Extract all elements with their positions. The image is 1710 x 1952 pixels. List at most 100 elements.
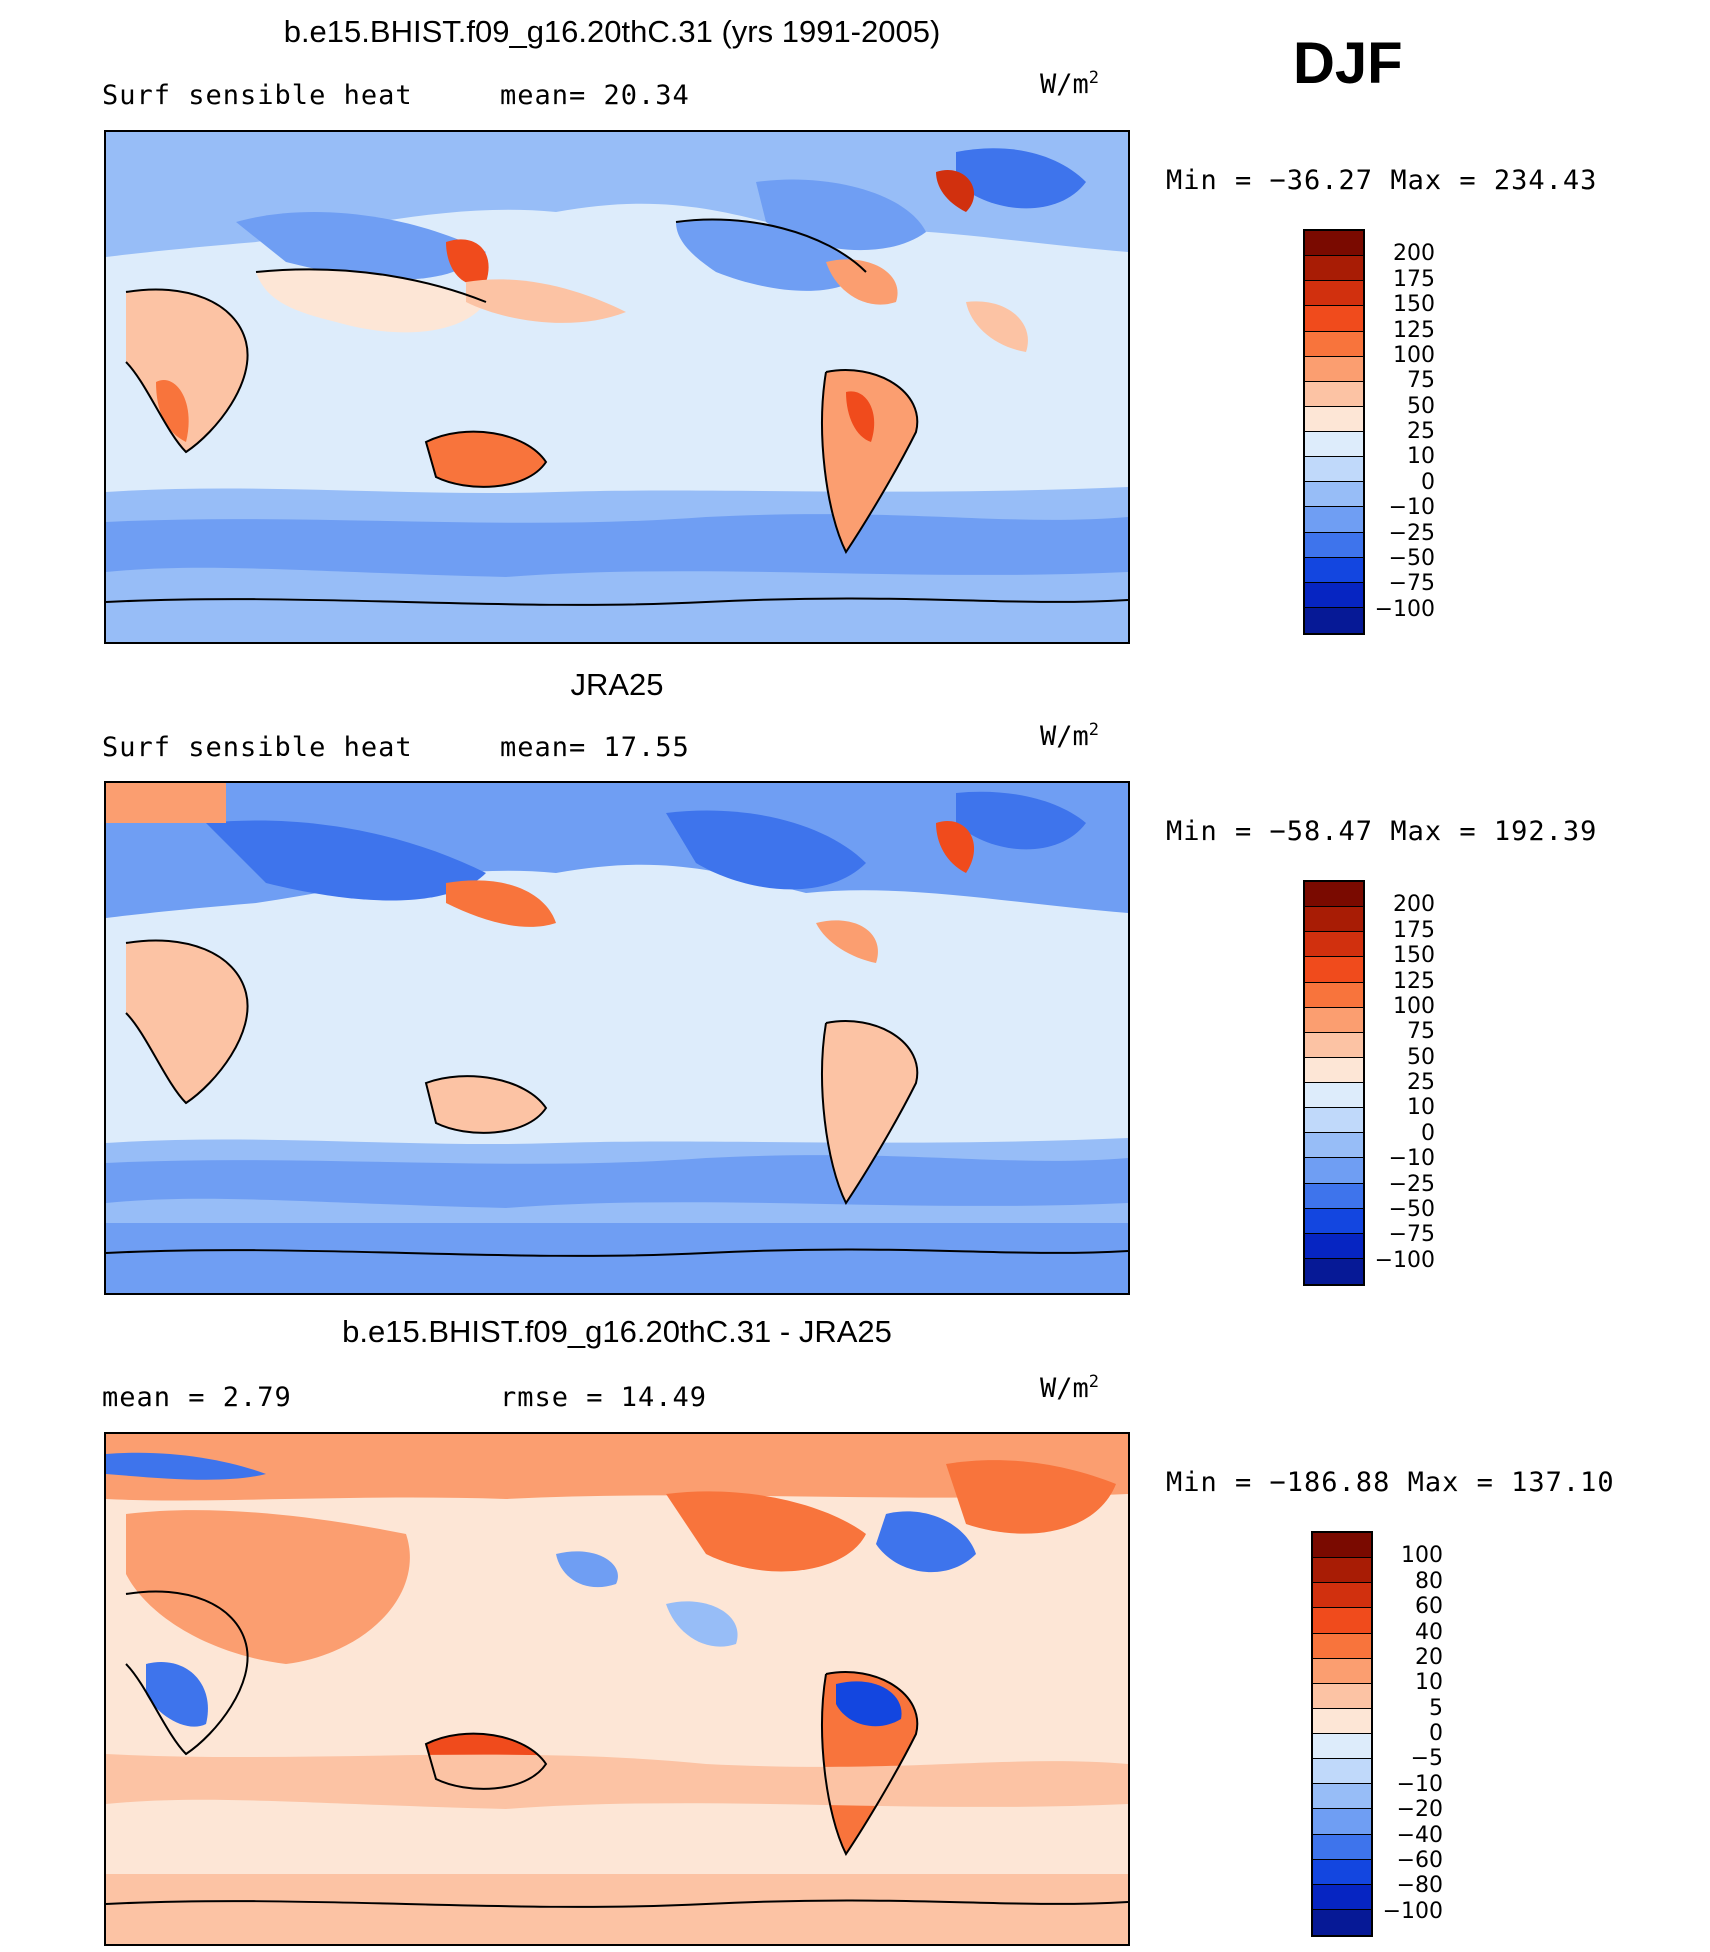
colorbar-tick-label: −100 xyxy=(1374,596,1435,622)
colorbar-tick-label: 40 xyxy=(1415,1619,1443,1645)
colorbar-swatch xyxy=(1313,1909,1371,1935)
colorbar-tick-label: 0 xyxy=(1421,1120,1435,1146)
panel-title: JRA25 xyxy=(570,667,664,702)
colorbar-swatch xyxy=(1305,331,1363,357)
map-difference xyxy=(104,1432,1130,1946)
colorbar-swatch xyxy=(1305,1233,1363,1259)
colorbar-swatch xyxy=(1305,1083,1363,1109)
colorbar-tick-label: 100 xyxy=(1393,342,1435,368)
units-label: W/m2 xyxy=(1040,720,1100,752)
colorbar-swatch xyxy=(1305,607,1363,633)
colorbar-swatch xyxy=(1305,306,1363,332)
colorbar-swatch xyxy=(1305,1208,1363,1234)
colorbar-tick-label: 100 xyxy=(1393,993,1435,1019)
colorbar-swatch xyxy=(1313,1834,1371,1860)
variable-label: Surf sensible heat xyxy=(102,732,413,763)
colorbar-tick-label: 75 xyxy=(1407,1019,1435,1045)
colorbar-tick-label: −25 xyxy=(1388,1171,1435,1197)
colorbar-swatch xyxy=(1305,432,1363,458)
colorbar-swatch xyxy=(1305,532,1363,558)
colorbar-model xyxy=(1303,229,1365,635)
colorbar-tick-label: 10 xyxy=(1415,1670,1443,1696)
season-label: DJF xyxy=(1293,31,1403,96)
colorbar-swatch xyxy=(1305,231,1363,257)
mean-label: mean= 17.55 xyxy=(500,732,690,763)
colorbar-swatch xyxy=(1305,356,1363,382)
variable-label: Surf sensible heat xyxy=(102,80,413,111)
colorbar-swatch xyxy=(1305,1108,1363,1134)
colorbar-swatch xyxy=(1305,1007,1363,1033)
colorbar-tick-label: 175 xyxy=(1393,266,1435,292)
colorbar-swatch xyxy=(1305,907,1363,933)
colorbar-tick-label: 50 xyxy=(1407,1044,1435,1070)
colorbar-swatch xyxy=(1313,1558,1371,1584)
colorbar-tick-label: −25 xyxy=(1388,520,1435,546)
colorbar-swatch xyxy=(1305,507,1363,533)
colorbar-tick-label: 200 xyxy=(1393,241,1435,267)
colorbar-swatch xyxy=(1305,482,1363,508)
colorbar-swatch xyxy=(1305,582,1363,608)
mean-label: mean = 2.79 xyxy=(102,1382,292,1413)
colorbar-tick-label: 50 xyxy=(1407,393,1435,419)
colorbar-swatch xyxy=(1305,281,1363,307)
colorbar-difference xyxy=(1311,1531,1373,1937)
colorbar-tick-label: 75 xyxy=(1407,368,1435,394)
colorbar-tick-label: −60 xyxy=(1396,1847,1443,1873)
colorbar-swatch xyxy=(1313,1784,1371,1810)
colorbar-swatch xyxy=(1313,1533,1371,1559)
colorbar-tick-label: 5 xyxy=(1429,1695,1443,1721)
units-label: W/m2 xyxy=(1040,1372,1100,1404)
panel-title: b.e15.BHIST.f09_g16.20thC.31 (yrs 1991-2… xyxy=(283,14,941,49)
colorbar-swatch xyxy=(1313,1683,1371,1709)
min-max-label: Min = −186.88 Max = 137.10 xyxy=(1166,1467,1615,1498)
colorbar-tick-label: −80 xyxy=(1396,1873,1443,1899)
colorbar-tick-label: 125 xyxy=(1393,968,1435,994)
colorbar-swatch xyxy=(1305,1158,1363,1184)
colorbar-swatch xyxy=(1305,932,1363,958)
colorbar-tick-label: −10 xyxy=(1388,1146,1435,1172)
colorbar-swatch xyxy=(1305,1133,1363,1159)
colorbar-swatch xyxy=(1313,1633,1371,1659)
colorbar-tick-label: 60 xyxy=(1415,1594,1443,1620)
panel-title: b.e15.BHIST.f09_g16.20thC.31 - JRA25 xyxy=(342,1314,892,1349)
colorbar-tick-label: 25 xyxy=(1407,1070,1435,1095)
colorbar-swatch xyxy=(1313,1859,1371,1885)
min-max-label: Min = −58.47 Max = 192.39 xyxy=(1166,816,1598,847)
colorbar-tick-label: 10 xyxy=(1407,444,1435,470)
colorbar-tick-label: −20 xyxy=(1396,1797,1443,1823)
colorbar-tick-label: 80 xyxy=(1415,1568,1443,1594)
colorbar-swatch xyxy=(1305,457,1363,483)
colorbar-tick-label: 150 xyxy=(1393,292,1435,318)
colorbar-tick-label: −10 xyxy=(1396,1771,1443,1797)
map-model xyxy=(104,130,1130,644)
rmse-label: rmse = 14.49 xyxy=(500,1382,708,1413)
colorbar-tick-label: 150 xyxy=(1393,943,1435,969)
mean-label: mean= 20.34 xyxy=(500,80,690,111)
colorbar-swatch xyxy=(1313,1759,1371,1785)
colorbar-swatch xyxy=(1313,1809,1371,1835)
colorbar-swatch xyxy=(1305,381,1363,407)
colorbar-tick-label: 0 xyxy=(1421,469,1435,495)
colorbar-swatch xyxy=(1305,957,1363,983)
map-jra25 xyxy=(104,781,1130,1295)
colorbar-swatch xyxy=(1313,1708,1371,1734)
colorbar-swatch xyxy=(1305,406,1363,432)
colorbar-tick-label: −50 xyxy=(1388,545,1435,571)
colorbar-swatch xyxy=(1305,557,1363,583)
colorbar-tick-label: 10 xyxy=(1407,1095,1435,1121)
colorbar-tick-label: 100 xyxy=(1401,1543,1443,1569)
colorbar-swatch xyxy=(1305,882,1363,908)
units-label: W/m2 xyxy=(1040,68,1100,100)
colorbar-tick-label: −10 xyxy=(1388,495,1435,521)
colorbar-swatch xyxy=(1313,1734,1371,1760)
colorbar-swatch xyxy=(1305,1258,1363,1284)
colorbar-tick-label: 125 xyxy=(1393,317,1435,343)
min-max-label: Min = −36.27 Max = 234.43 xyxy=(1166,165,1598,196)
colorbar-tick-label: 20 xyxy=(1415,1644,1443,1670)
colorbar-swatch xyxy=(1305,982,1363,1008)
colorbar-tick-label: −5 xyxy=(1410,1746,1443,1772)
colorbar-tick-label: 25 xyxy=(1407,419,1435,444)
colorbar-tick-label: −100 xyxy=(1374,1247,1435,1273)
colorbar-tick-label: 175 xyxy=(1393,917,1435,943)
colorbar-tick-label: −75 xyxy=(1388,1222,1435,1248)
